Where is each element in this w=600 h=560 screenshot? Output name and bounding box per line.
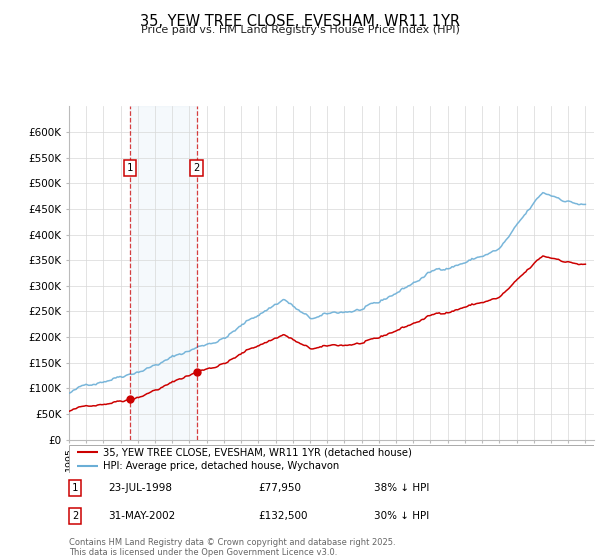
Text: 38% ↓ HPI: 38% ↓ HPI xyxy=(373,483,429,493)
Text: 1: 1 xyxy=(72,483,79,493)
Text: 30% ↓ HPI: 30% ↓ HPI xyxy=(373,511,429,521)
Bar xyxy=(130,106,197,440)
Text: 2: 2 xyxy=(194,163,200,173)
Text: 35, YEW TREE CLOSE, EVESHAM, WR11 1YR: 35, YEW TREE CLOSE, EVESHAM, WR11 1YR xyxy=(140,14,460,29)
Text: HPI: Average price, detached house, Wychavon: HPI: Average price, detached house, Wych… xyxy=(103,461,340,471)
Text: 31-MAY-2002: 31-MAY-2002 xyxy=(109,511,176,521)
Text: £132,500: £132,500 xyxy=(258,511,308,521)
Text: 23-JUL-1998: 23-JUL-1998 xyxy=(109,483,172,493)
Text: Contains HM Land Registry data © Crown copyright and database right 2025.
This d: Contains HM Land Registry data © Crown c… xyxy=(69,538,395,557)
Text: £77,950: £77,950 xyxy=(258,483,301,493)
Text: 1: 1 xyxy=(127,163,133,173)
Text: 35, YEW TREE CLOSE, EVESHAM, WR11 1YR (detached house): 35, YEW TREE CLOSE, EVESHAM, WR11 1YR (d… xyxy=(103,447,412,457)
Text: 2: 2 xyxy=(72,511,79,521)
Text: Price paid vs. HM Land Registry's House Price Index (HPI): Price paid vs. HM Land Registry's House … xyxy=(140,25,460,35)
